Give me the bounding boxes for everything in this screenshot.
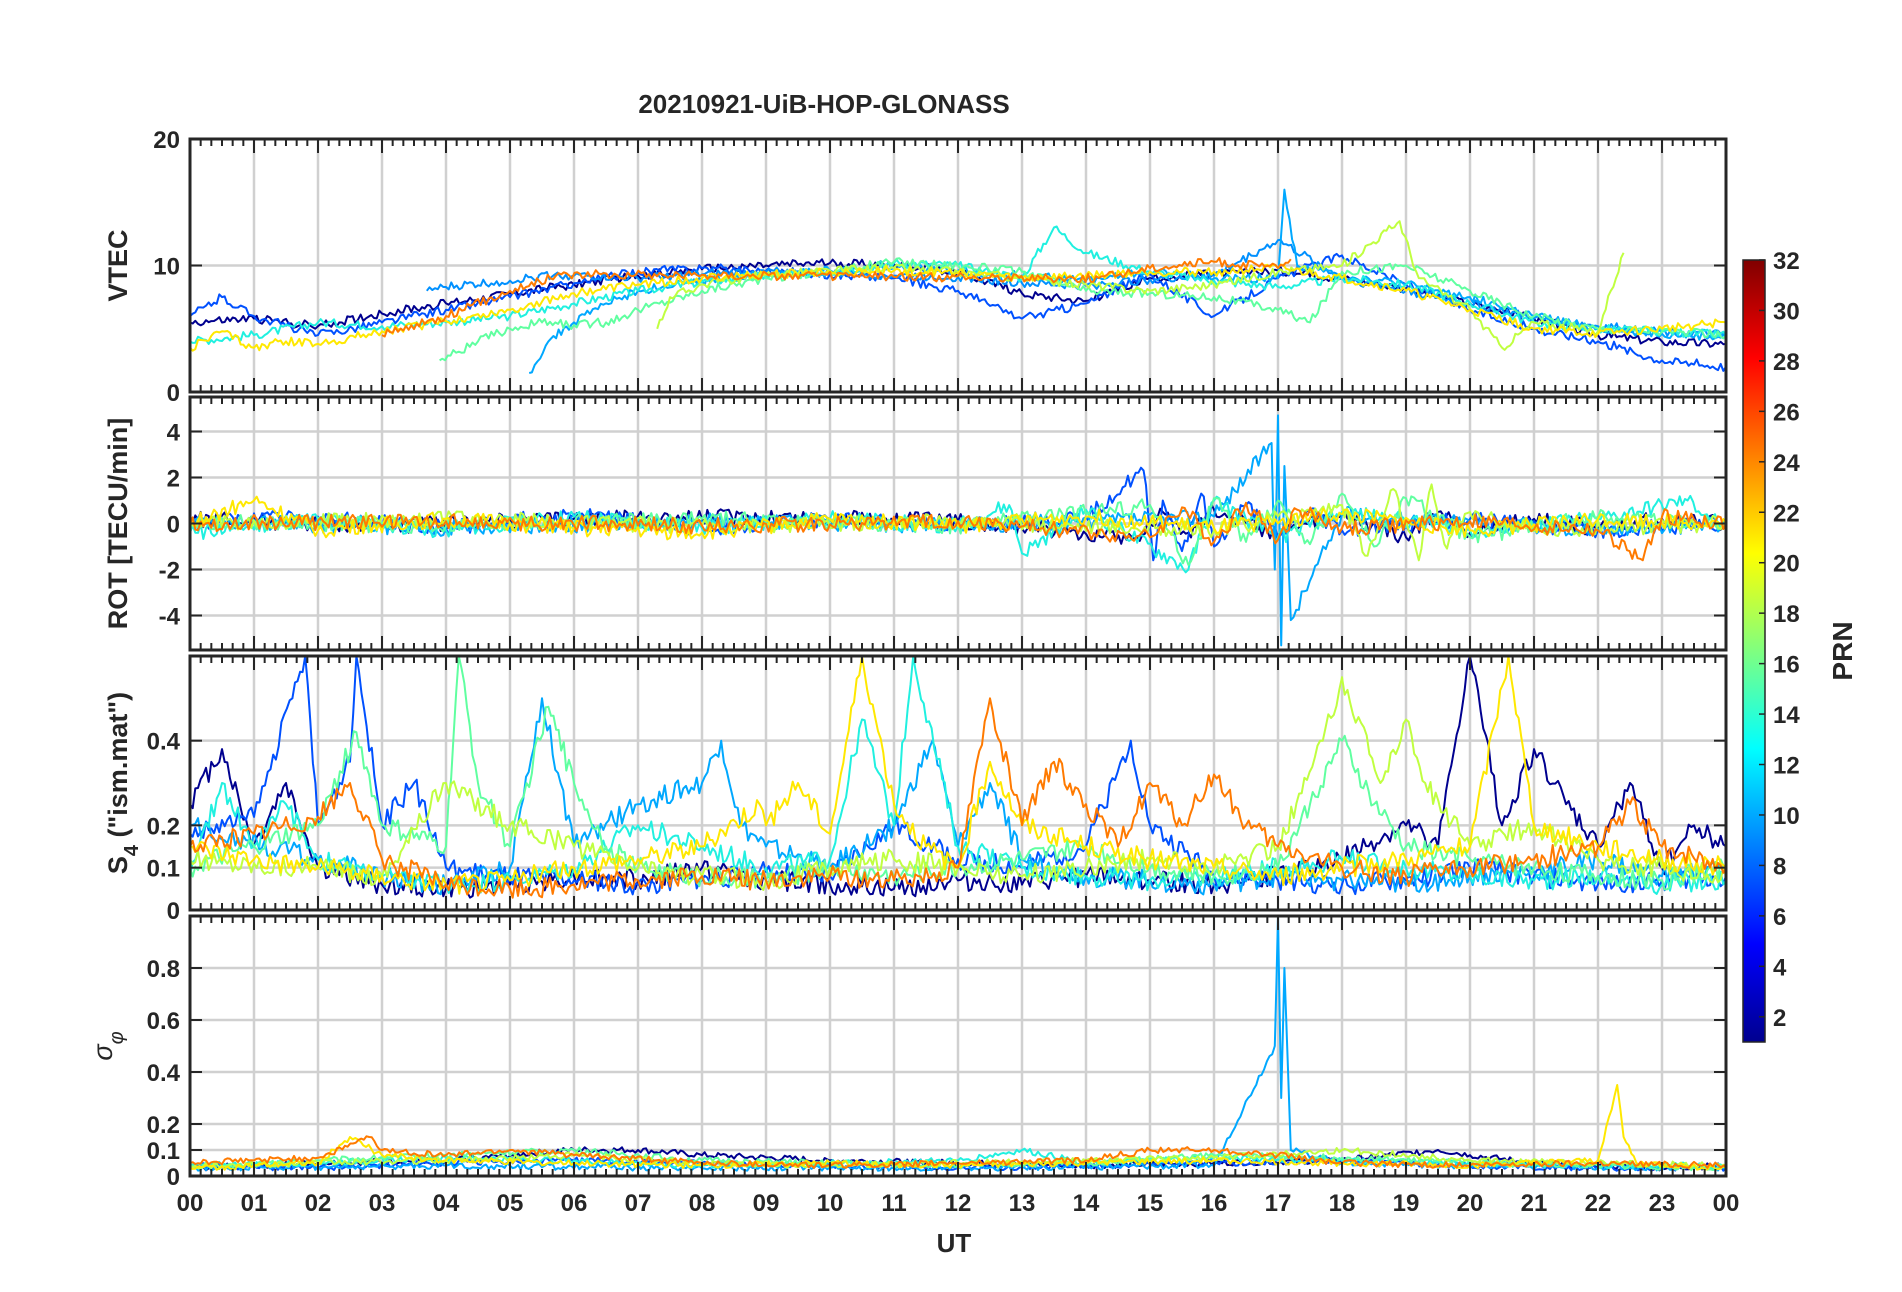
x-tick-label: 23: [1649, 1190, 1676, 1217]
y-tick-label: 0: [167, 512, 180, 539]
x-tick-label: 20: [1457, 1190, 1484, 1217]
series-prn-21: [190, 263, 1726, 352]
x-axis-label: UT: [937, 1228, 972, 1258]
x-tick-label: 00: [177, 1190, 204, 1217]
x-tick-label: 18: [1329, 1190, 1356, 1217]
x-tick-label: 12: [945, 1190, 972, 1217]
y-tick-label: 20: [153, 127, 180, 154]
panel-4: 00.10.2 0.4 0.6 0.8 σφ 00 01 02 03 04 05 06 07 08 09 10…: [88, 914, 1740, 1217]
y-tick-label: 2: [167, 466, 180, 493]
series-prn-15: [439, 257, 1726, 362]
colorbar-tick-label: 2: [1773, 1005, 1786, 1032]
x-tick-label: 10: [817, 1190, 844, 1217]
colorbar-gradient: [1742, 259, 1766, 1043]
panel-3: 0 0.1 0.2 0.4S4 ("ism.mat"): [103, 654, 1728, 925]
y-tick-label: 0: [167, 380, 180, 407]
y-axis-label: S4 ("ism.mat"): [103, 692, 143, 874]
x-tick-label: 03: [369, 1190, 396, 1217]
colorbar-tick-label: 16: [1773, 652, 1800, 679]
y-tick-label: 0.6: [147, 1008, 180, 1035]
series-group: [190, 656, 1726, 899]
series-prn-24: [381, 257, 1292, 338]
x-tick-label: 00: [1713, 1190, 1740, 1217]
colorbar-tick-label: 22: [1773, 500, 1800, 527]
x-tick-label: 06: [561, 1190, 588, 1217]
x-tick-label: 02: [305, 1190, 332, 1217]
x-tick-label: 05: [497, 1190, 524, 1217]
colorbar-tick-label: 4: [1773, 954, 1787, 981]
y-tick-label: 0.1: [147, 1138, 180, 1165]
y-tick-label: 0.2: [147, 813, 180, 840]
x-tick-label: 01: [241, 1190, 268, 1217]
colorbar-tick-label: 18: [1773, 601, 1800, 628]
colorbar-tick-label: 26: [1773, 399, 1800, 426]
y-tick-label: 0: [167, 898, 180, 925]
y-axis-label: σφ: [88, 1031, 128, 1060]
colorbar-tick-label: 14: [1773, 702, 1800, 729]
y-tick-label: 0.4: [147, 729, 181, 756]
y-axis-label: ROT [TECU/min]: [103, 418, 133, 629]
y-tick-label: 0.1: [147, 856, 180, 883]
x-tick-label: 09: [753, 1190, 780, 1217]
colorbar-tick-label: 10: [1773, 803, 1800, 830]
x-tick-label: 07: [625, 1190, 652, 1217]
colorbar-label: PRN: [1827, 621, 1858, 680]
x-tick-label: 19: [1393, 1190, 1420, 1217]
panel-2: -4 -2 0 2 4 ROT [TECU/min]: [103, 395, 1728, 652]
y-tick-label: -4: [159, 604, 181, 631]
colorbar-tick-label: 12: [1773, 753, 1800, 780]
x-tick-label: 17: [1265, 1190, 1292, 1217]
series-prn-21: [190, 495, 1726, 541]
colorbar-tick-label: 20: [1773, 551, 1800, 578]
colorbar-tick-label: 32: [1773, 248, 1800, 275]
y-tick-label: 0.2: [147, 1112, 180, 1139]
x-tick-label: 08: [689, 1190, 716, 1217]
y-tick-label: 4: [167, 420, 181, 447]
colorbar-tick-label: 30: [1773, 298, 1800, 325]
x-tick-label: 14: [1073, 1190, 1100, 1217]
figure-title: 20210921-UiB-HOP-GLONASS: [638, 89, 1009, 119]
colorbar-tick-label: 8: [1773, 853, 1786, 880]
colorbar-tick-label: 6: [1773, 904, 1786, 931]
y-tick-label: 0.4: [147, 1060, 181, 1087]
panel-1: 0 10 20 VTEC: [103, 127, 1728, 407]
series-prn-24: [190, 697, 1726, 899]
y-tick-label: 0.8: [147, 956, 180, 983]
x-tick-label: 22: [1585, 1190, 1612, 1217]
series-group: [190, 188, 1726, 374]
x-tick-label: 11: [881, 1190, 906, 1217]
x-tick-label: 04: [433, 1190, 460, 1217]
series-group: [190, 414, 1726, 647]
y-tick-label: 10: [153, 254, 180, 281]
colorbar-tick-label: 28: [1773, 349, 1800, 376]
x-tick-label: 21: [1521, 1190, 1548, 1217]
y-tick-label: 0: [167, 1164, 180, 1191]
series-prn-2: [190, 656, 1726, 899]
series-prn-18: [190, 483, 1726, 562]
x-tick-label: 13: [1009, 1190, 1036, 1217]
x-tick-label: 15: [1137, 1190, 1164, 1217]
colorbar-tick-label: 24: [1773, 450, 1800, 477]
y-tick-label: -2: [159, 558, 180, 585]
y-axis-label: VTEC: [103, 229, 133, 301]
series-prn-24: [190, 501, 1726, 562]
series-prn-18: [656, 220, 1625, 351]
x-tick-label: 16: [1201, 1190, 1228, 1217]
